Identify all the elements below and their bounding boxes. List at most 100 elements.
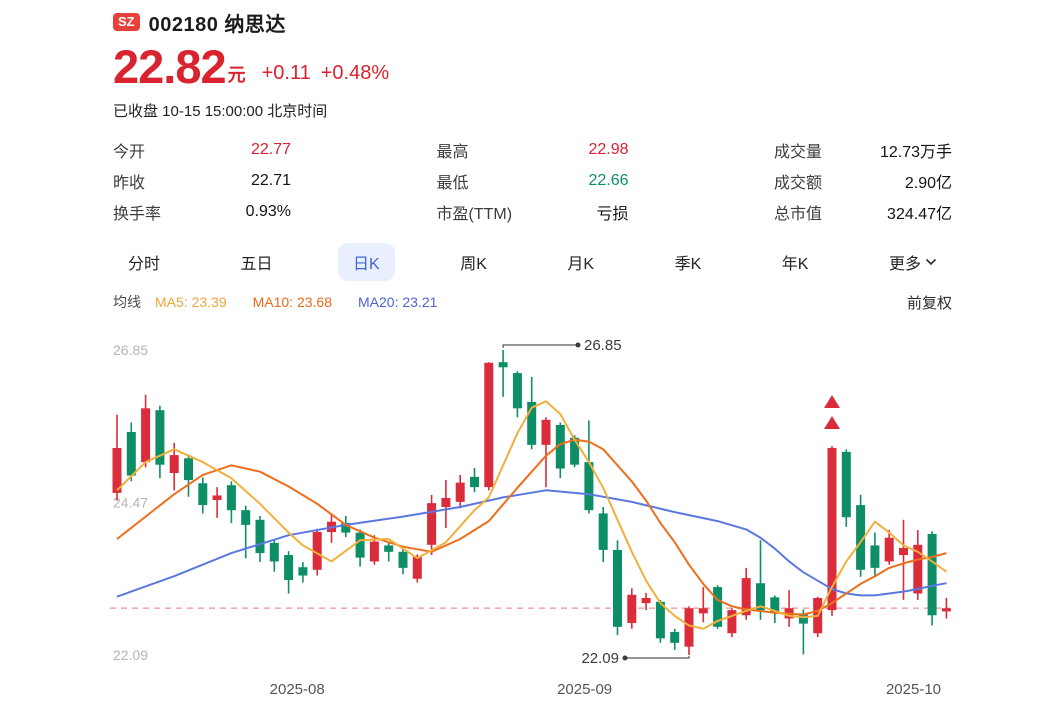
candle bbox=[841, 451, 851, 518]
candle bbox=[698, 608, 708, 614]
tab-yearly-k[interactable]: 年K bbox=[767, 243, 824, 281]
x-axis-label: 2025-10 bbox=[886, 681, 941, 698]
stats-grid: 今开 22.77 最高 22.98 成交量 12.73万手 昨收 22.71 最低 22.66 成交… bbox=[113, 134, 952, 227]
candle bbox=[627, 594, 637, 623]
adjustment-mode-toggle[interactable]: 前复权 bbox=[906, 294, 952, 312]
candle bbox=[398, 551, 408, 568]
tab-monthly-k[interactable]: 月K bbox=[552, 243, 609, 281]
ma-legend-prefix: 均线 bbox=[113, 294, 141, 310]
low-annotation-dot bbox=[622, 655, 628, 661]
tab-weekly-k[interactable]: 周K bbox=[445, 243, 502, 281]
candle bbox=[484, 362, 494, 488]
candle bbox=[541, 419, 551, 445]
candle bbox=[369, 541, 379, 562]
candle bbox=[870, 545, 880, 568]
ma5-legend-value: MA5: 23.39 bbox=[155, 294, 227, 310]
candle bbox=[255, 519, 265, 554]
candle bbox=[470, 476, 479, 488]
stat-value: 22.66 bbox=[588, 171, 629, 189]
chevron-down-icon bbox=[925, 258, 937, 266]
candle bbox=[169, 455, 179, 474]
ma10-legend-value: MA10: 23.68 bbox=[252, 294, 332, 310]
current-price: 22.82 bbox=[113, 40, 227, 93]
candle bbox=[284, 555, 294, 581]
candle bbox=[584, 462, 594, 511]
stat-label: 最高 bbox=[436, 143, 469, 161]
stat-market-cap: 总市值 324.47亿 bbox=[774, 196, 952, 227]
candle bbox=[384, 545, 394, 552]
market-status-line: 已收盘 10-15 15:00:00 北京时间 bbox=[113, 103, 328, 120]
candle bbox=[512, 373, 522, 409]
tab-quarterly-k[interactable]: 季K bbox=[660, 243, 717, 281]
tab-label: 年K bbox=[781, 256, 809, 273]
candle bbox=[727, 610, 737, 634]
limit-up-triangle-icon bbox=[824, 416, 840, 429]
candle bbox=[913, 544, 923, 594]
tab-label: 周K bbox=[460, 256, 487, 273]
tab-more[interactable]: 更多 bbox=[874, 243, 952, 281]
candle bbox=[741, 578, 751, 616]
stat-label: 换手率 bbox=[113, 205, 162, 223]
kline-chart-area[interactable]: 26.85 24.47 22.09 26.85 22.09 2025-08 2025-09 2… bbox=[110, 336, 955, 701]
high-annotation-label: 26.85 bbox=[584, 337, 622, 354]
exchange-badge: SZ bbox=[113, 13, 140, 31]
candle bbox=[941, 608, 951, 612]
stat-high: 最高 22.98 bbox=[437, 134, 629, 165]
stat-volume: 成交量 12.73万手 bbox=[774, 134, 952, 165]
quote-panel: SZ 002180 纳思达 22.82 元 +0.11 +0.48% 已收盘 1… bbox=[113, 0, 952, 312]
ma5-line bbox=[116, 400, 947, 630]
low-annotation-line bbox=[625, 656, 690, 659]
stat-value: 22.71 bbox=[250, 171, 291, 189]
ma-legend: 均线 MA5: 23.39 MA10: 23.68 MA20: 23.21 前复权 bbox=[113, 292, 952, 312]
candle bbox=[798, 613, 808, 624]
tab-minute[interactable]: 分时 bbox=[113, 243, 175, 281]
price-row: 22.82 元 +0.11 +0.48% bbox=[113, 40, 952, 93]
low-annotation-label: 22.09 bbox=[581, 650, 619, 667]
candle bbox=[598, 513, 608, 550]
high-annotation-line bbox=[502, 344, 578, 348]
candle bbox=[856, 505, 866, 570]
candle bbox=[427, 503, 437, 545]
stat-value: 0.93% bbox=[245, 202, 291, 220]
tab-daily-k[interactable]: 日K bbox=[338, 243, 395, 281]
price-change: +0.11 bbox=[261, 62, 311, 84]
candle bbox=[198, 483, 208, 506]
candle bbox=[884, 537, 894, 562]
candle bbox=[770, 597, 780, 614]
period-tab-bar: 分时 五日 日K 周K 月K 季K 年K 更多 bbox=[113, 243, 952, 281]
candle bbox=[412, 556, 422, 579]
stat-low: 最低 22.66 bbox=[437, 165, 629, 196]
x-axis-label: 2025-09 bbox=[557, 681, 612, 698]
stat-value: 12.73万手 bbox=[879, 143, 952, 161]
stat-value: 324.47亿 bbox=[887, 205, 952, 223]
price-unit: 元 bbox=[227, 65, 246, 85]
stat-turnover: 成交额 2.90亿 bbox=[774, 165, 952, 196]
tab-label: 分时 bbox=[128, 256, 161, 273]
candle bbox=[184, 458, 193, 481]
candlestick-chart[interactable]: 26.85 24.47 22.09 26.85 22.09 2025-08 2025-09 2… bbox=[110, 336, 955, 701]
tab-label: 日K bbox=[353, 256, 380, 273]
tab-5day[interactable]: 五日 bbox=[226, 243, 288, 281]
candle bbox=[441, 498, 451, 507]
candle bbox=[927, 533, 937, 616]
y-axis-label: 24.47 bbox=[113, 495, 148, 511]
stat-label: 最低 bbox=[436, 174, 469, 192]
tab-label: 更多 bbox=[888, 256, 921, 273]
ma20-line bbox=[116, 489, 947, 598]
candle bbox=[212, 495, 222, 500]
ma20-legend-value: MA20: 23.21 bbox=[358, 294, 438, 310]
stat-value: 亏损 bbox=[596, 205, 629, 223]
limit-up-triangle-icon bbox=[824, 395, 840, 408]
candle bbox=[655, 601, 665, 639]
candle bbox=[498, 362, 508, 368]
candle bbox=[827, 448, 837, 611]
stat-value: 22.98 bbox=[588, 140, 629, 158]
candle bbox=[241, 510, 251, 525]
candle bbox=[713, 587, 723, 627]
candle bbox=[298, 567, 308, 576]
candle bbox=[570, 437, 580, 465]
stat-label: 成交量 bbox=[774, 143, 823, 161]
candle bbox=[141, 408, 151, 463]
ma10-line bbox=[116, 438, 947, 616]
stat-turnover-rate: 换手率 0.93% bbox=[113, 196, 291, 227]
